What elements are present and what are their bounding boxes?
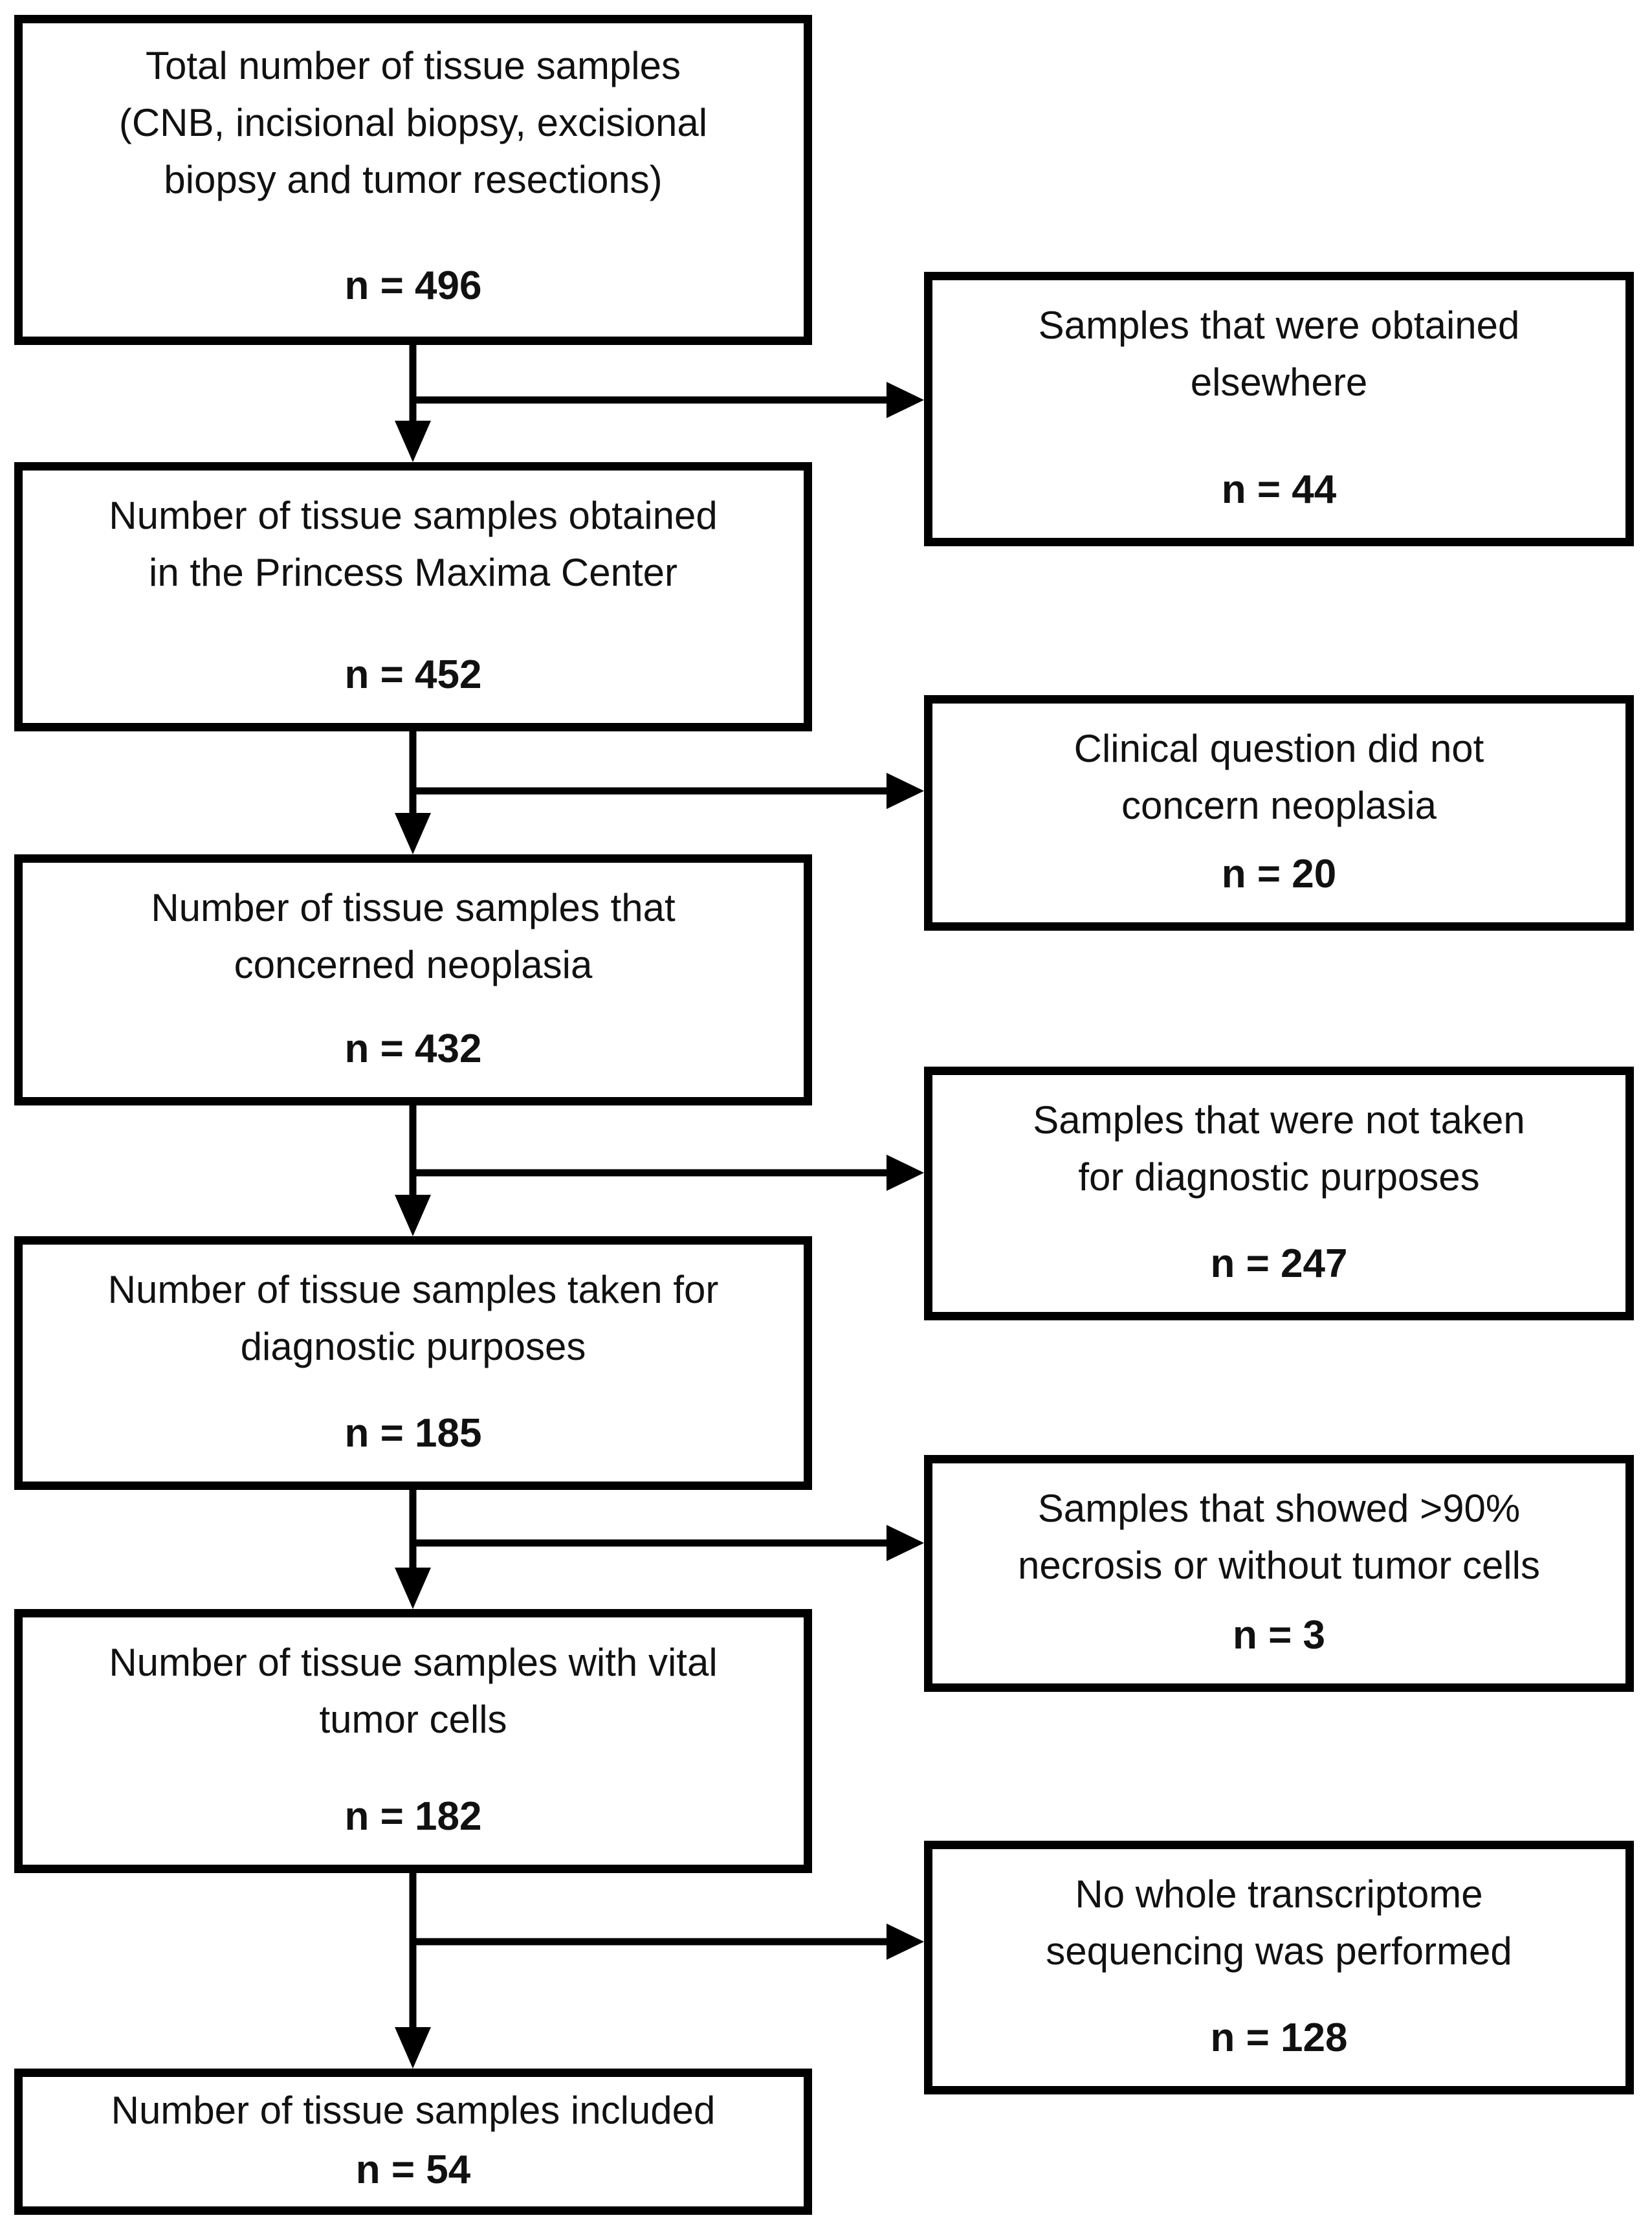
- node-label: Clinical question did not concern neopla…: [1074, 727, 1484, 827]
- flow-node-total-samples: Total number of tissue samples (CNB, inc…: [14, 15, 812, 345]
- node-label: Number of tissue samples obtained in the…: [109, 494, 718, 594]
- node-label: Number of tissue samples with vital tumo…: [109, 1641, 718, 1741]
- node-count: n = 44: [1221, 467, 1337, 512]
- branch-arrow-3: [413, 1155, 924, 1191]
- flow-node-included: Number of tissue samples included n = 54: [14, 2069, 812, 2215]
- node-count: n = 247: [1210, 1241, 1348, 1286]
- node-label: Samples that were obtained elsewhere: [1038, 304, 1520, 404]
- down-arrow-4: [395, 1481, 431, 1609]
- branch-arrow-5: [413, 1924, 924, 1960]
- node-count: n = 185: [344, 1411, 482, 1456]
- down-arrow-1: [395, 341, 431, 462]
- down-arrow-2: [395, 727, 431, 854]
- node-label: Number of tissue samples taken for diagn…: [107, 1268, 719, 1368]
- node-label: No whole transcriptome sequencing was pe…: [1046, 1872, 1512, 1973]
- branch-arrow-4: [413, 1525, 924, 1561]
- exclusion-node-obtained-elsewhere: Samples that were obtained elsewhere n =…: [924, 272, 1634, 546]
- node-count: n = 54: [355, 2148, 471, 2192]
- node-label: Samples that were not taken for diagnost…: [1033, 1098, 1525, 1199]
- node-count: n = 452: [344, 652, 482, 697]
- node-count: n = 496: [344, 263, 482, 308]
- node-label: Number of tissue samples included: [111, 2089, 716, 2132]
- exclusion-node-no-sequencing: No whole transcriptome sequencing was pe…: [924, 1841, 1634, 2094]
- exclusion-node-necrosis-no-tumor: Samples that showed >90% necrosis or wit…: [924, 1455, 1634, 1692]
- node-label: Samples that showed >90% necrosis or wit…: [1018, 1487, 1540, 1587]
- branch-arrow-2: [413, 773, 924, 809]
- node-label: Number of tissue samples that concerned …: [151, 886, 676, 986]
- node-count: n = 20: [1221, 852, 1337, 896]
- exclusion-node-no-neoplasia-question: Clinical question did not concern neopla…: [924, 695, 1634, 931]
- node-count: n = 128: [1210, 2015, 1348, 2060]
- node-label: Total number of tissue samples (CNB, inc…: [118, 44, 708, 201]
- down-arrow-5: [395, 1869, 431, 2069]
- node-count: n = 432: [344, 1027, 482, 1071]
- flow-node-concerned-neoplasia: Number of tissue samples that concerned …: [14, 854, 812, 1105]
- down-arrow-3: [395, 1102, 431, 1236]
- flow-node-vital-tumor-cells: Number of tissue samples with vital tumo…: [14, 1609, 812, 1873]
- flow-node-diagnostic-purposes: Number of tissue samples taken for diagn…: [14, 1236, 812, 1490]
- node-count: n = 182: [344, 1794, 482, 1839]
- flow-node-maxima-center: Number of tissue samples obtained in the…: [14, 462, 812, 731]
- exclusion-node-not-diagnostic: Samples that were not taken for diagnost…: [924, 1067, 1634, 1320]
- branch-arrow-1: [413, 382, 924, 418]
- node-count: n = 3: [1232, 1613, 1325, 1658]
